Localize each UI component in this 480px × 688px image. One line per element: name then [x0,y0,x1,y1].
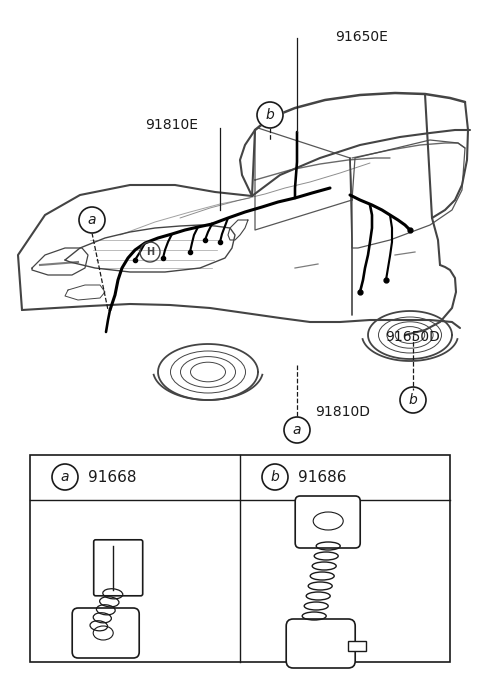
Circle shape [257,102,283,128]
Text: a: a [293,423,301,437]
Circle shape [400,387,426,413]
FancyBboxPatch shape [94,540,143,596]
FancyBboxPatch shape [72,608,139,658]
FancyBboxPatch shape [286,619,355,668]
Text: a: a [88,213,96,227]
Circle shape [284,417,310,443]
Circle shape [52,464,78,490]
Text: b: b [271,470,279,484]
Text: b: b [265,108,275,122]
Bar [348,641,366,651]
Bar [30,455,450,662]
Text: H: H [146,247,154,257]
FancyBboxPatch shape [295,496,360,548]
Text: a: a [61,470,69,484]
Text: 91686: 91686 [298,469,347,484]
Circle shape [79,207,105,233]
Text: 91810E: 91810E [145,118,198,132]
Text: 91810D: 91810D [315,405,370,419]
Circle shape [262,464,288,490]
Text: 91650D: 91650D [385,330,440,344]
Text: 91668: 91668 [88,469,136,484]
Text: 91650E: 91650E [335,30,388,44]
Text: b: b [408,393,418,407]
